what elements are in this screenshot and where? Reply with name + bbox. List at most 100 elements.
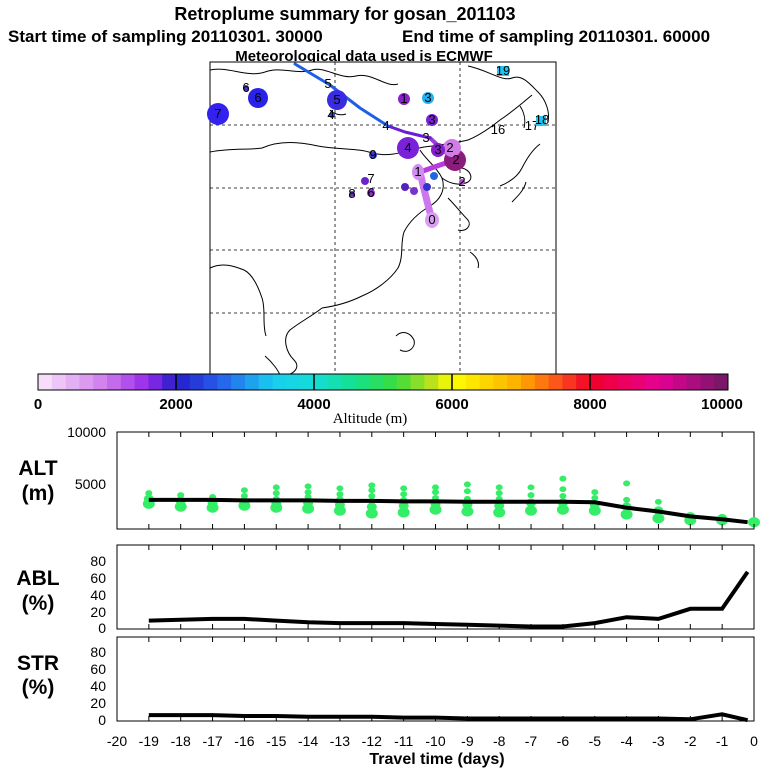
svg-text:6: 6	[254, 90, 261, 105]
x-tick-label: -12	[362, 733, 382, 749]
colorbar-cell	[686, 374, 701, 390]
colorbar-cell	[507, 374, 522, 390]
svg-text:5: 5	[324, 76, 331, 91]
svg-text:4: 4	[382, 118, 389, 133]
colorbar-cell	[410, 374, 425, 390]
x-tick-label: -16	[234, 733, 254, 749]
x-tick-label: -11	[394, 733, 413, 749]
colorbar-cell	[700, 374, 715, 390]
map-coastlines	[209, 65, 549, 376]
cluster-dot	[591, 495, 599, 501]
alt-series-line	[148, 497, 748, 525]
str-xtick-labels: -20 -19 -18 -17 -16 -15 -14 -13 -12 -11 -10 -9 -8 -7-…	[107, 733, 758, 749]
alt-ytick-5000: 5000	[75, 476, 106, 492]
cluster-dot	[527, 492, 535, 499]
colorbar-cell	[38, 374, 53, 390]
start-time-label: Start time of sampling 20110301. 30000	[8, 27, 323, 46]
colorbar-tick-2000: 2000	[159, 396, 192, 413]
colorbar-cell	[203, 374, 218, 390]
x-tick-label: -3	[652, 733, 665, 749]
cluster-dot	[366, 502, 377, 511]
str-ylabel: STR	[17, 652, 59, 675]
x-tick-label: -7	[525, 733, 538, 749]
colorbar-cell	[189, 374, 205, 390]
colorbar-tick-6000: 6000	[435, 396, 468, 413]
cluster-dot	[336, 491, 344, 498]
colorbar-cell	[438, 374, 453, 390]
cluster-dot	[368, 487, 376, 494]
abl-panel: ABL (%) 0 20 40 60 80	[16, 544, 755, 636]
x-tick-label: -2	[684, 733, 697, 749]
x-tick-label: -9	[461, 733, 474, 749]
x-tick-label: -14	[298, 733, 318, 749]
cluster-dot	[495, 484, 503, 491]
colorbar-cell	[107, 374, 122, 390]
colorbar-cell	[176, 374, 191, 390]
cluster-dot	[559, 486, 567, 493]
colorbar-cell	[603, 374, 619, 390]
colorbar-cell	[272, 374, 287, 390]
svg-text:5: 5	[333, 92, 340, 107]
svg-text:3: 3	[424, 90, 431, 105]
marker-day-6: 6	[248, 88, 268, 108]
x-axis-label: Travel time (days)	[369, 751, 504, 768]
colorbar-cell	[93, 374, 108, 390]
str-ytick-80: 80	[90, 644, 106, 660]
colorbar-cell	[493, 374, 508, 390]
colorbar-cell	[134, 374, 149, 390]
cluster-dot	[525, 505, 537, 516]
x-tick-label: -18	[171, 733, 191, 749]
colorbar-cell	[286, 374, 301, 390]
alt-ylabel-unit: (m)	[22, 482, 55, 505]
marker-day-1: 1	[412, 164, 424, 180]
chart-title: Retroplume summary for gosan_201103	[174, 4, 515, 24]
cluster-dot	[240, 493, 248, 499]
x-tick-label: -19	[139, 733, 159, 749]
cluster-dot	[304, 489, 312, 496]
colorbar-tick-8000: 8000	[573, 396, 606, 413]
x-tick-label: -10	[425, 733, 445, 749]
cluster-dot	[365, 508, 378, 519]
colorbar-cell	[300, 374, 315, 390]
marker-cluster-3-cyan: 3	[422, 90, 434, 105]
svg-text:9: 9	[369, 147, 376, 162]
colorbar-cell	[51, 374, 67, 390]
marker-cluster-3-violet: 3	[426, 112, 438, 127]
map-frame	[209, 61, 557, 376]
svg-text:3: 3	[422, 130, 429, 145]
colorbar-cell	[162, 374, 177, 390]
alt-panel: ALT (m) 10000 5000	[18, 424, 760, 530]
colorbar-cell	[534, 374, 550, 390]
svg-text:1: 1	[400, 91, 407, 106]
cluster-dot	[272, 484, 280, 491]
cluster-dot	[623, 496, 631, 503]
x-tick-label: -1	[716, 733, 729, 749]
colorbar-cell	[562, 374, 577, 390]
abl-ytick-40: 40	[90, 587, 106, 603]
cluster-dot	[432, 484, 439, 491]
cluster-dot	[240, 487, 248, 494]
colorbar-cell	[590, 374, 605, 390]
colorbar-cell	[231, 374, 246, 390]
abl-ytick-80: 80	[90, 553, 106, 569]
str-ytick-60: 60	[90, 661, 106, 677]
cluster-dot	[493, 507, 506, 518]
colorbar-cell	[617, 374, 632, 390]
colorbar-cell	[714, 374, 729, 390]
svg-text:19: 19	[496, 63, 510, 78]
cluster-dot	[620, 509, 633, 520]
trajectory-markers: 0 1 2 2 3 3 4 4	[207, 63, 549, 228]
x-tick-label: 0	[750, 733, 758, 749]
abl-xticks	[116, 545, 755, 629]
colorbar-cell	[479, 374, 494, 390]
cluster-dot	[400, 485, 408, 492]
svg-text:2: 2	[452, 152, 459, 167]
abl-ytick-60: 60	[90, 570, 106, 586]
marker-cluster-7: 7	[361, 171, 375, 186]
abl-series-line	[148, 570, 750, 629]
colorbar-cell	[355, 374, 370, 390]
cluster-dot	[272, 490, 280, 497]
x-tick-label: -13	[330, 733, 350, 749]
cluster-dot	[495, 490, 503, 497]
